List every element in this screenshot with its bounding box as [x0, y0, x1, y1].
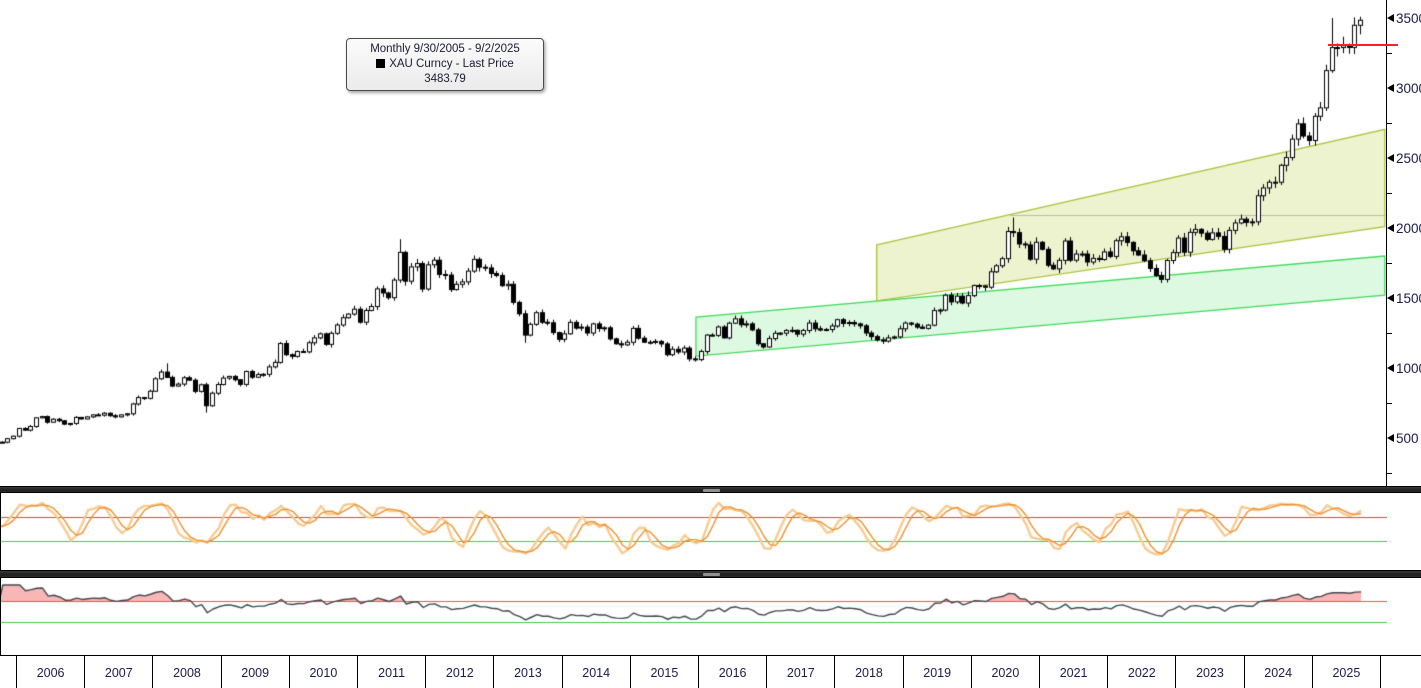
panel-splitter-2[interactable] — [0, 570, 1421, 578]
axis-tick-label: 500 — [1387, 430, 1419, 446]
tick-arrow-icon — [1387, 14, 1394, 22]
series-row: XAU Curncy - Last Price 3483.79 — [355, 57, 535, 87]
splitter-grip-icon[interactable] — [703, 573, 720, 576]
tick-value: 2500 — [1396, 150, 1421, 166]
stochastic-canvas[interactable] — [1, 493, 1387, 570]
tick-arrow-icon — [1387, 224, 1394, 232]
year-label: 2014 — [582, 665, 611, 680]
axis-minor-tick — [1387, 263, 1392, 264]
year-label: 2021 — [1059, 665, 1088, 680]
tick-value: 1500 — [1396, 290, 1421, 306]
year-cell-2014: 2014 — [561, 656, 630, 688]
year-cell-2010: 2010 — [288, 656, 357, 688]
year-cell-2009: 2009 — [220, 656, 289, 688]
axis-minor-tick — [1387, 193, 1392, 194]
year-label: 2013 — [514, 665, 542, 680]
price-axis: 3500 3000 2500 2000 1500 1000 500 — [1386, 0, 1421, 486]
year-cell-2015: 2015 — [629, 656, 698, 688]
tick-arrow-icon — [1387, 434, 1394, 442]
period-label: Monthly 9/30/2005 - 9/2/2025 — [370, 43, 520, 55]
year-cell-2019: 2019 — [902, 656, 971, 688]
year-label: 2015 — [650, 665, 679, 680]
year-cell-end — [1380, 656, 1420, 688]
year-cell-2008: 2008 — [152, 656, 220, 688]
tick-value: 2000 — [1396, 220, 1421, 236]
year-label: 2022 — [1127, 665, 1156, 680]
main-price-panel: Monthly 9/30/2005 - 9/2/2025 XAU Curncy … — [0, 0, 1421, 486]
axis-tick-label: 1000 — [1387, 360, 1421, 376]
tick-value: 1000 — [1396, 360, 1421, 376]
year-label: 2023 — [1196, 665, 1224, 680]
series-value: 3483.79 — [424, 73, 466, 85]
year-label: 2025 — [1332, 665, 1361, 680]
year-label: 2009 — [241, 665, 270, 680]
year-label: 2011 — [378, 665, 406, 680]
rsi-canvas[interactable] — [1, 578, 1387, 655]
year-label: 2019 — [923, 665, 952, 680]
year-cell-2013: 2013 — [493, 656, 561, 688]
year-cell-2016: 2016 — [698, 656, 766, 688]
tick-arrow-icon — [1387, 294, 1394, 302]
year-label: 2016 — [718, 665, 747, 680]
year-label: 2020 — [991, 665, 1020, 680]
tick-arrow-icon — [1387, 364, 1394, 372]
axis-minor-tick — [1387, 473, 1392, 474]
year-cell-2023: 2023 — [1175, 656, 1243, 688]
year-cell-2012: 2012 — [425, 656, 493, 688]
year-label: 2012 — [445, 665, 474, 680]
tick-value: 3000 — [1396, 80, 1421, 96]
year-label: 2010 — [309, 665, 338, 680]
year-cell-2017: 2017 — [766, 656, 834, 688]
year-label: 2007 — [104, 665, 133, 680]
last-price-line — [1328, 44, 1398, 46]
panel-splitter-1[interactable] — [0, 486, 1421, 493]
axis-minor-tick — [1387, 123, 1392, 124]
year-label: 2008 — [173, 665, 201, 680]
stochastic-panel: XAU %DS(5) 90.6996 %DSS(3) 90.9587 10050… — [0, 493, 1421, 570]
splitter-grip-icon[interactable] — [703, 489, 720, 492]
year-cell-2007: 2007 — [84, 656, 152, 688]
year-cell-2011: 2011 — [357, 656, 425, 688]
axis-tick-label: 2000 — [1387, 220, 1421, 236]
axis-tick-label: 2500 — [1387, 150, 1421, 166]
year-cell-2024: 2024 — [1243, 656, 1312, 688]
year-label: 2017 — [786, 665, 815, 680]
main-legend[interactable]: Monthly 9/30/2005 - 9/2/2025 XAU Curncy … — [346, 38, 544, 91]
year-label: 2024 — [1264, 665, 1293, 680]
axis-tick-label: 3500 — [1387, 10, 1421, 26]
axis-tick-label: 3000 — [1387, 80, 1421, 96]
tick-value: 3500 — [1396, 10, 1421, 26]
main-chart-canvas[interactable] — [0, 0, 1386, 486]
year-cell-2018: 2018 — [834, 656, 902, 688]
axis-minor-tick — [1387, 403, 1392, 404]
tick-arrow-icon — [1387, 154, 1394, 162]
year-cell-2020: 2020 — [970, 656, 1039, 688]
series-swatch — [376, 59, 386, 68]
series-label: XAU Curncy - Last Price — [389, 58, 514, 70]
year-cell-2006: 2006 — [16, 656, 84, 688]
year-label: 2018 — [855, 665, 883, 680]
year-cell-2021: 2021 — [1039, 656, 1107, 688]
year-label: 2006 — [36, 665, 65, 680]
year-cell-2022: 2022 — [1107, 656, 1175, 688]
axis-minor-tick — [1387, 333, 1392, 334]
tick-value: 500 — [1396, 430, 1419, 446]
time-axis: 2006 2007 2008 2009 2010 2011 2012 2013 2014 2015… — [0, 655, 1421, 688]
year-cell-2025: 2025 — [1311, 656, 1380, 688]
tick-arrow-icon — [1387, 84, 1394, 92]
axis-tick-label: 1500 — [1387, 290, 1421, 306]
axis-minor-tick — [1387, 53, 1392, 54]
